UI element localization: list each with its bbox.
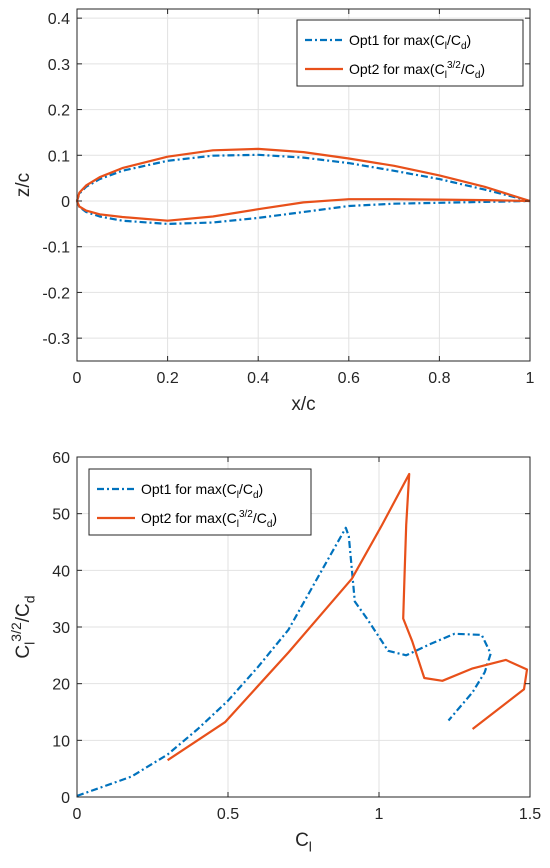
legend: Opt1 for max(Cl/Cd) Opt2 for max(Cl3/2/Cd… (296, 19, 524, 87)
x-tick-label: 1 (375, 806, 384, 823)
legend-label-2: Opt2 for max(Cl3/2/Cd) (349, 60, 485, 81)
airfoil-shape-plot: 0 0.2 0.4 0.6 0.8 1 -0.3 -0.2 -0.1 0 0.1 0.2 0.3 0.4 x… (13, 8, 535, 415)
x-tick-label: 0.6 (338, 370, 360, 387)
y-tick-label: -0.2 (42, 285, 70, 302)
y-tick-label: 0.1 (48, 148, 70, 165)
y-tick-label: 0 (61, 194, 70, 211)
x-tick-label: 0.8 (428, 370, 450, 387)
x-tick-label: 0 (73, 370, 82, 387)
y-tick-label: 0 (61, 790, 70, 807)
y-tick-label: 0.4 (48, 11, 70, 28)
x-axis-label: x/c (291, 394, 315, 415)
y-tick-label: 40 (52, 563, 70, 580)
y-tick-label: 30 (52, 620, 70, 637)
y-tick-label: 0.2 (48, 103, 70, 120)
legend-label-1: Opt1 for max(Cl/Cd) (349, 32, 471, 52)
y-axis-label: z/c (13, 173, 34, 197)
y-tick-label: 50 (52, 507, 70, 524)
x-tick-label: 0.4 (247, 370, 269, 387)
lift-drag-plot: 0 0.5 1 1.5 0 10 20 30 40 50 60 Cl Cl3/2/Cd Opt1 for … (8, 450, 541, 854)
x-tick-label: 0.2 (156, 370, 178, 387)
legend-box (296, 19, 524, 87)
y-tick-label: 10 (52, 733, 70, 750)
x-tick-label: 1 (526, 370, 535, 387)
x-tick-label: 0 (73, 806, 82, 823)
y-tick-label: 20 (52, 677, 70, 694)
y-tick-label: 0.3 (48, 57, 70, 74)
legend: Opt1 for max(Cl/Cd) Opt2 for max(Cl3/2/Cd… (88, 468, 312, 536)
legend-label-1: Opt1 for max(Cl/Cd) (141, 481, 263, 501)
x-tick-label: 0.5 (217, 806, 239, 823)
series-line-2 (166, 472, 529, 762)
y-tick-label: -0.3 (42, 331, 70, 348)
y-tick-label: 60 (52, 450, 70, 467)
y-tick-label: -0.1 (42, 240, 70, 257)
x-tick-label: 1.5 (519, 806, 541, 823)
x-axis-label: Cl (295, 830, 312, 854)
y-axis-label: Cl3/2/Cd (8, 595, 37, 658)
legend-box (88, 468, 312, 536)
axes-frame (76, 8, 531, 362)
series-line-1 (76, 526, 492, 797)
legend-label-2: Opt2 for max(Cl3/2/Cd) (141, 509, 277, 530)
